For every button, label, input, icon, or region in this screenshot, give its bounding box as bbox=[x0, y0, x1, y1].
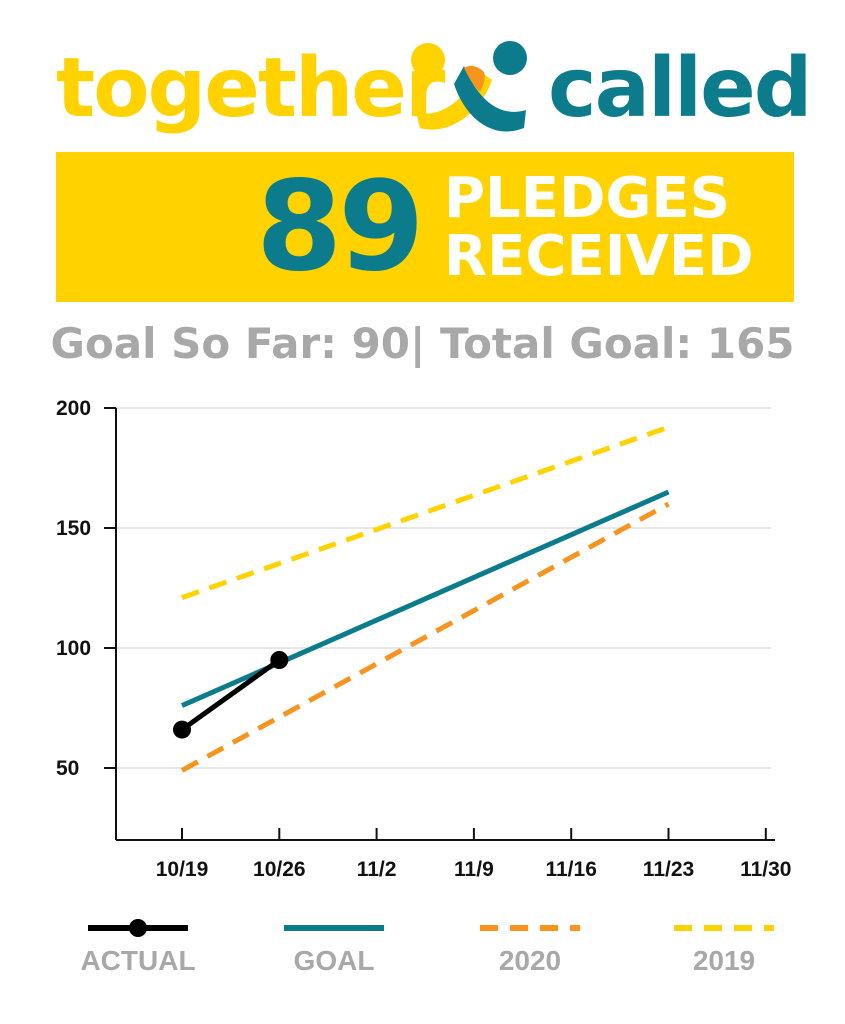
pledges-banner: 89 PLEDGES RECEIVED bbox=[56, 152, 794, 302]
x-tick-label: 10/26 bbox=[253, 858, 306, 881]
legend-label-actual: ACTUAL bbox=[80, 945, 196, 976]
series-line-goal bbox=[180, 489, 670, 708]
legend-swatch-2020 bbox=[480, 925, 580, 931]
logo-word-called: called bbox=[548, 41, 812, 136]
grid-layer bbox=[116, 407, 771, 769]
header-logo: together called bbox=[0, 30, 845, 140]
x-tick-label: 11/23 bbox=[643, 858, 694, 881]
tick-layer: 200 150 100 50 10/19 10/26 11/2 11/9 11/16 11/23 1… bbox=[56, 397, 792, 881]
series-layer bbox=[173, 424, 670, 773]
x-tick-label: 11/9 bbox=[454, 858, 494, 881]
y-tick-label: 50 bbox=[56, 757, 79, 780]
y-tick-label: 200 bbox=[56, 397, 91, 420]
pledge-label: PLEDGES RECEIVED bbox=[444, 170, 784, 286]
legend-swatch-2019 bbox=[674, 925, 774, 931]
legend-label-2020: 2020 bbox=[498, 945, 562, 976]
goal-summary: Goal So Far: 90| Total Goal: 165 bbox=[50, 319, 795, 368]
x-tick-label: 11/2 bbox=[357, 858, 397, 881]
logo-word-together: together bbox=[56, 41, 445, 136]
series-point-actual-0 bbox=[173, 720, 191, 739]
legend-item-actual: ACTUAL bbox=[48, 905, 228, 995]
y-tick-label: 100 bbox=[56, 637, 91, 660]
y-tick-label: 150 bbox=[56, 517, 91, 540]
legend-item-2020: 2020 bbox=[440, 905, 620, 995]
logo-people-icon bbox=[411, 41, 527, 132]
pledge-line-chart: 200 150 100 50 10/19 10/26 11/2 11/9 11/16 11/23 1… bbox=[56, 397, 792, 881]
legend-swatch-goal bbox=[284, 925, 384, 931]
series-line-actual bbox=[180, 657, 281, 732]
series-line-2019 bbox=[181, 424, 670, 600]
legend-label-2019: 2019 bbox=[692, 945, 756, 976]
legend-label-goal: GOAL bbox=[293, 945, 375, 976]
series-line-2020 bbox=[180, 501, 670, 773]
pledge-label-line2: RECEIVED bbox=[444, 224, 754, 289]
x-tick-label: 11/30 bbox=[740, 858, 791, 881]
x-tick-label: 11/16 bbox=[545, 858, 596, 881]
axis-layer bbox=[104, 407, 775, 841]
series-point-actual-1 bbox=[270, 651, 289, 669]
pledge-count: 89 bbox=[256, 155, 425, 299]
legend-swatch-actual bbox=[88, 919, 188, 937]
legend-item-goal: GOAL bbox=[244, 905, 424, 995]
legend-item-2019: 2019 bbox=[634, 905, 814, 995]
chart-legend: ACTUAL GOAL 2020 2019 bbox=[0, 905, 845, 995]
pledge-label-line1: PLEDGES bbox=[444, 166, 731, 231]
x-tick-label: 10/19 bbox=[156, 858, 209, 881]
